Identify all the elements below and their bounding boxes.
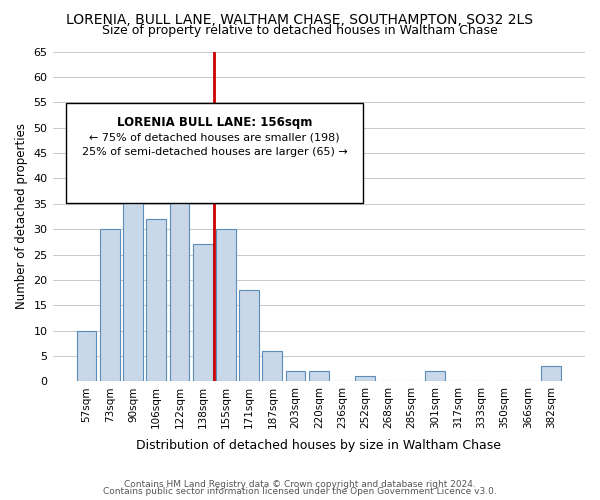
Bar: [170, 122, 190, 382]
Y-axis label: Number of detached properties: Number of detached properties: [15, 124, 28, 310]
Text: ← 75% of detached houses are smaller (198): ← 75% of detached houses are smaller (19…: [89, 132, 340, 142]
Text: LORENIA, BULL LANE, WALTHAM CHASE, SOUTHAMPTON, SO32 2LS: LORENIA, BULL LANE, WALTHAM CHASE, SOUTH…: [67, 12, 533, 26]
Bar: [77, 330, 97, 382]
Text: 25% of semi-detached houses are larger (65) →: 25% of semi-detached houses are larger (…: [82, 148, 347, 158]
Bar: [425, 372, 445, 382]
Bar: [262, 351, 282, 382]
Bar: [216, 229, 236, 382]
Bar: [123, 143, 143, 382]
Bar: [309, 372, 329, 382]
X-axis label: Distribution of detached houses by size in Waltham Chase: Distribution of detached houses by size …: [136, 440, 501, 452]
Text: Contains HM Land Registry data © Crown copyright and database right 2024.: Contains HM Land Registry data © Crown c…: [124, 480, 476, 489]
Text: LORENIA BULL LANE: 156sqm: LORENIA BULL LANE: 156sqm: [117, 116, 312, 129]
Bar: [355, 376, 375, 382]
Bar: [541, 366, 561, 382]
Bar: [100, 229, 119, 382]
Bar: [239, 290, 259, 382]
Text: Size of property relative to detached houses in Waltham Chase: Size of property relative to detached ho…: [102, 24, 498, 37]
Bar: [286, 372, 305, 382]
Bar: [193, 244, 212, 382]
Text: Contains public sector information licensed under the Open Government Licence v3: Contains public sector information licen…: [103, 487, 497, 496]
Bar: [146, 219, 166, 382]
